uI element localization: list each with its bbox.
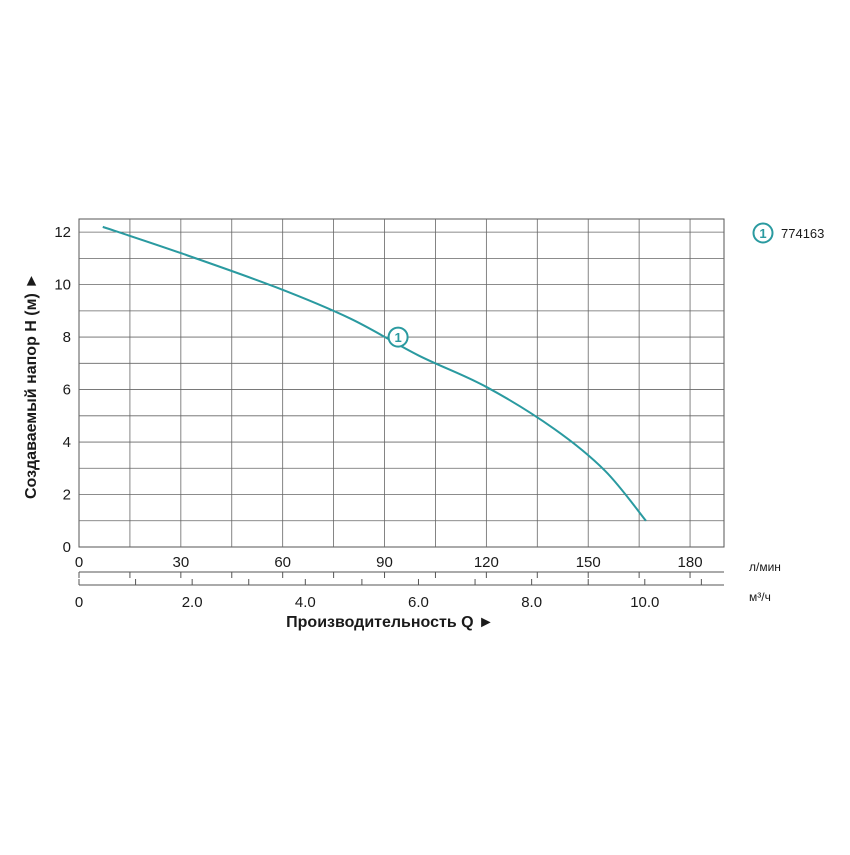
- y-tick-label: 10: [54, 277, 71, 294]
- legend: 1 774163: [752, 222, 824, 244]
- x2-tick-label: 0: [75, 594, 83, 611]
- y-axis-title: Создаваемый напор H (м) ►: [23, 273, 40, 499]
- curve-marker-icon: [387, 326, 409, 348]
- y-tick-label: 6: [63, 382, 71, 399]
- x-tick-label: 150: [576, 554, 601, 571]
- x-tick-label: 120: [474, 554, 499, 571]
- x-tick-label: 60: [274, 554, 291, 571]
- x2-tick-label: 6.0: [408, 594, 429, 611]
- x2-tick-label: 8.0: [521, 594, 542, 611]
- x-tick-label: 90: [376, 554, 393, 571]
- x2-tick-label: 4.0: [295, 594, 316, 611]
- x2-unit-label: м³/ч: [749, 590, 771, 604]
- x2-tick-label: 10.0: [630, 594, 659, 611]
- x-axis-title: Производительность Q ►: [286, 614, 494, 631]
- y-tick-label: 0: [63, 539, 71, 556]
- legend-series-name: 774163: [781, 226, 824, 241]
- x-tick-label: 0: [75, 554, 83, 571]
- series: 1: [102, 225, 647, 522]
- x2-tick-label: 2.0: [182, 594, 203, 611]
- x-unit-label: л/мин: [749, 560, 781, 574]
- curve-marker-number: 1: [394, 330, 401, 345]
- grid: [78, 218, 725, 548]
- y-tick-label: 12: [54, 224, 71, 241]
- x-tick-label: 30: [172, 554, 189, 571]
- y-tick-label: 4: [63, 434, 71, 451]
- labels: л/мин м³/ч Производительность Q ► Создав…: [23, 222, 824, 631]
- legend-marker-number: 1: [759, 226, 766, 241]
- legend-marker-icon: [752, 222, 774, 244]
- x-tick-label: 180: [678, 554, 703, 571]
- y-tick-label: 2: [63, 487, 71, 504]
- series-line: [102, 225, 647, 522]
- y-tick-label: 8: [63, 329, 71, 346]
- plot-frame: [78, 218, 725, 548]
